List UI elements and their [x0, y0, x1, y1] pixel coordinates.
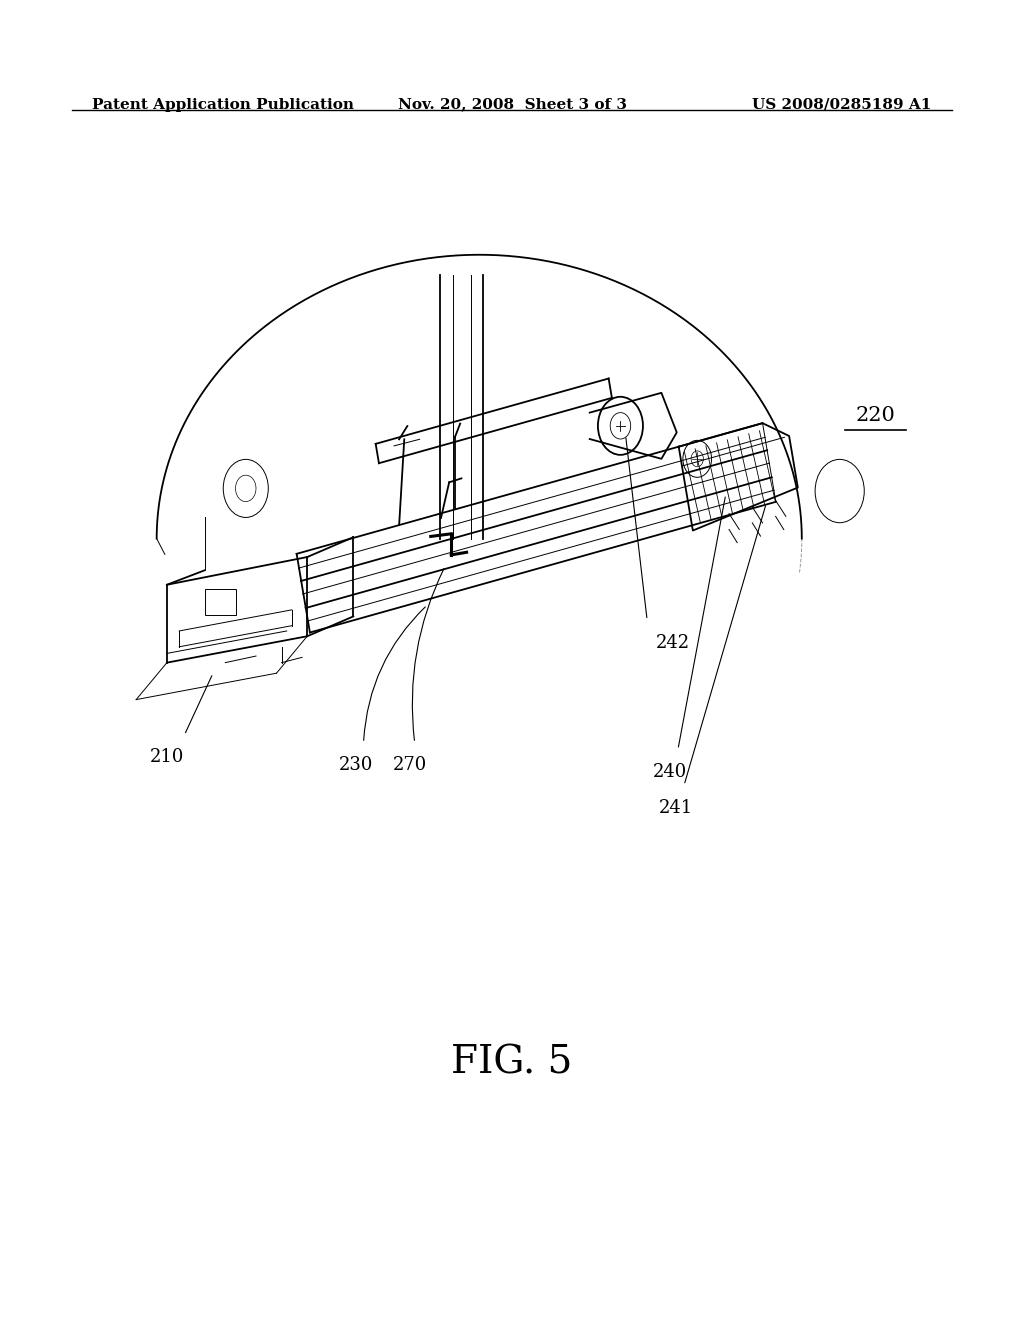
Text: 270: 270 [392, 756, 427, 775]
Bar [205, 589, 236, 615]
Text: Nov. 20, 2008  Sheet 3 of 3: Nov. 20, 2008 Sheet 3 of 3 [397, 98, 627, 112]
Text: Patent Application Publication: Patent Application Publication [92, 98, 354, 112]
Text: 242: 242 [655, 634, 689, 652]
Text: 240: 240 [652, 763, 687, 781]
Text: US 2008/0285189 A1: US 2008/0285189 A1 [753, 98, 932, 112]
Text: FIG. 5: FIG. 5 [452, 1044, 572, 1081]
Text: 220: 220 [856, 407, 895, 425]
Text: 241: 241 [658, 799, 693, 817]
Text: 230: 230 [339, 756, 374, 775]
Text: 210: 210 [150, 748, 184, 767]
